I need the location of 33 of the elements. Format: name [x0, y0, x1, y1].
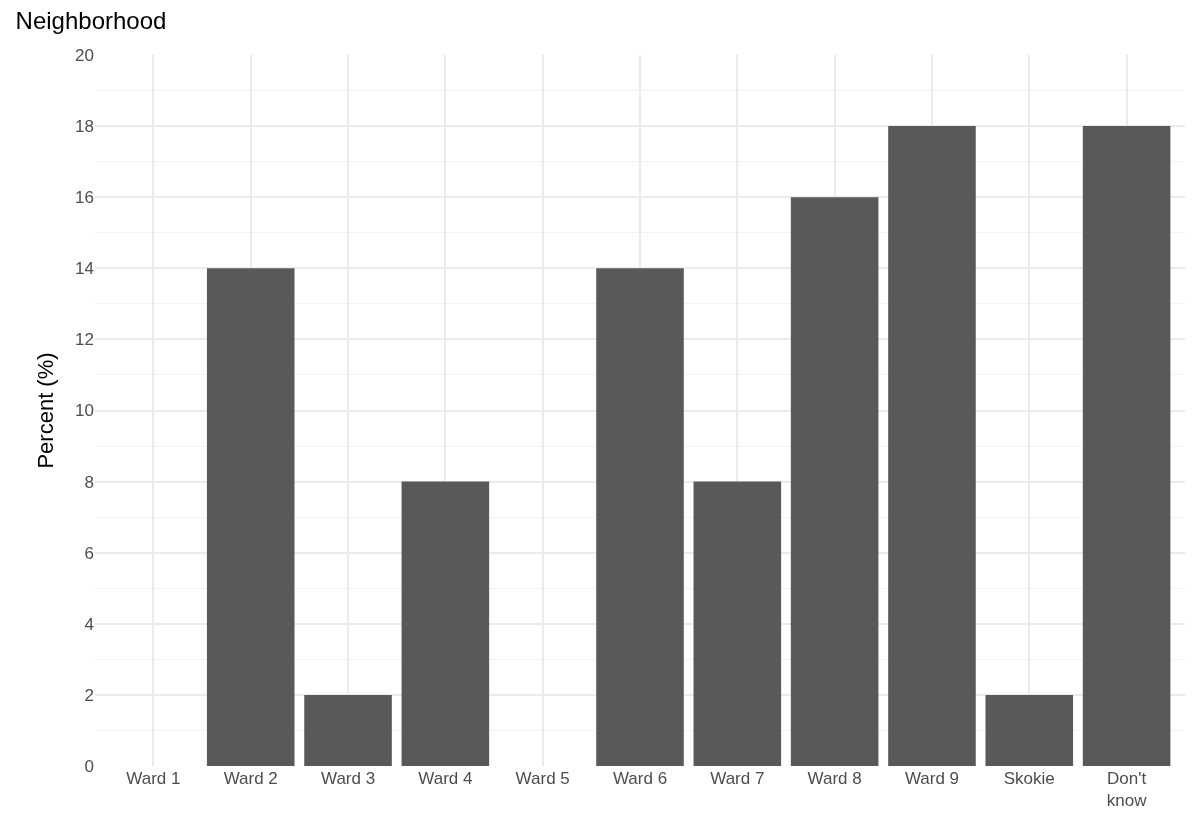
y-tick-label: 0: [84, 756, 94, 776]
x-tick-label: Ward 7: [710, 769, 765, 788]
x-tick-label: Skokie: [1003, 769, 1055, 788]
bar: [304, 694, 392, 766]
bar: [596, 268, 684, 766]
y-tick-label: 18: [75, 117, 94, 137]
y-tick-label: 4: [84, 614, 94, 634]
y-tick-label: 10: [75, 401, 94, 421]
bar: [693, 481, 782, 766]
y-tick-label: 8: [84, 472, 94, 492]
y-tick-label: 16: [75, 188, 94, 208]
y-tick-label: 12: [75, 330, 94, 350]
bar: [790, 197, 879, 766]
x-tick-label: Ward 3: [320, 769, 376, 788]
bar: [1082, 126, 1171, 766]
x-tick-label: Ward 1: [126, 769, 181, 788]
y-axis-title: Percent (%): [32, 352, 58, 469]
y-tick-label: 6: [84, 543, 94, 563]
x-tick-label: Ward 5: [515, 769, 570, 788]
x-tick-label: Don't know: [1106, 769, 1148, 811]
x-tick-label: Ward 6: [612, 769, 668, 788]
bar: [206, 268, 295, 766]
chart-title: Neighborhood: [15, 7, 167, 35]
x-tick-label: Ward 9: [904, 769, 960, 788]
x-tick-label: Ward 8: [807, 769, 862, 788]
x-tick-label: Ward 2: [223, 769, 278, 788]
y-tick-label: 14: [75, 259, 94, 279]
bar: [401, 481, 490, 766]
y-tick-label: 20: [75, 45, 94, 65]
x-tick-label: Ward 4: [418, 769, 473, 788]
bar: [888, 126, 976, 766]
y-tick-label: 2: [84, 685, 94, 705]
bar: [985, 694, 1074, 766]
